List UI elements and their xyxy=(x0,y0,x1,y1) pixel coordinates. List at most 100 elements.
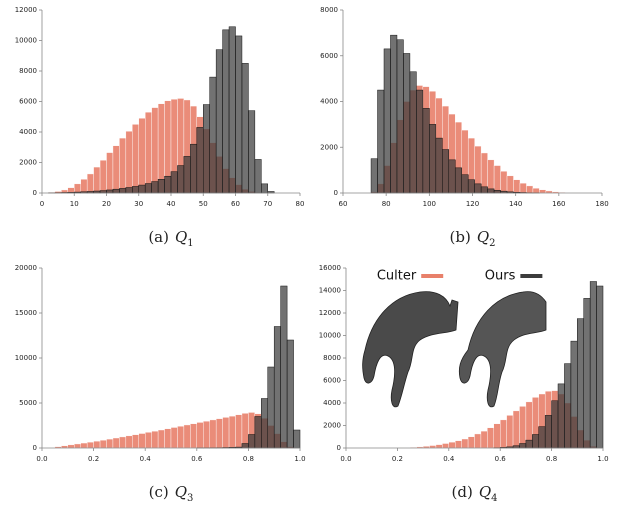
histogram-bar xyxy=(106,438,114,449)
histogram-bar xyxy=(493,423,501,449)
histogram-bar xyxy=(493,190,501,194)
histogram-bar xyxy=(422,108,430,194)
histogram-bar xyxy=(177,165,185,194)
histogram-bar xyxy=(74,443,81,449)
x-tick-label: 0 xyxy=(40,200,44,208)
histogram-bar xyxy=(409,71,417,194)
caption-label: (c) xyxy=(149,483,169,501)
y-tick-label: 6000 xyxy=(323,377,341,385)
histogram-bar xyxy=(519,443,527,449)
histogram-bar xyxy=(203,420,210,449)
histogram-bar xyxy=(138,433,146,449)
histogram-bar xyxy=(119,436,127,449)
y-tick-label: 10000 xyxy=(319,332,341,340)
histogram-bar xyxy=(125,187,133,194)
histogram-bar xyxy=(93,166,101,194)
histogram-bar xyxy=(144,432,152,449)
y-tick-label: 16000 xyxy=(319,264,341,272)
histogram-bar xyxy=(138,184,146,194)
x-tick-label: 140 xyxy=(509,200,522,208)
y-tick-label: 14000 xyxy=(319,287,341,295)
histogram-bar xyxy=(106,189,114,194)
histogram-bar xyxy=(74,183,81,194)
x-tick-label: 80 xyxy=(296,200,305,208)
x-tick-label: 160 xyxy=(552,200,565,208)
y-tick-label: 0 xyxy=(334,189,338,197)
histogram-bar xyxy=(248,434,256,449)
x-tick-label: 70 xyxy=(263,200,272,208)
histogram-bar xyxy=(138,118,146,194)
histogram-bar xyxy=(119,188,127,194)
histogram-bar xyxy=(442,149,450,194)
histogram-bar xyxy=(467,179,475,194)
histogram-bar xyxy=(396,39,404,194)
histogram-bar xyxy=(519,406,527,449)
histogram-bar xyxy=(157,429,165,449)
histogram-bar xyxy=(512,410,520,449)
y-tick-label: 12000 xyxy=(319,309,341,317)
histogram-bar xyxy=(99,439,107,449)
caption-variable: Q xyxy=(175,483,187,501)
histogram-bar xyxy=(151,181,159,194)
histogram-bar xyxy=(596,285,604,449)
histogram-bar xyxy=(235,414,243,449)
histogram-bar xyxy=(67,444,75,449)
x-tick-label: 50 xyxy=(199,200,208,208)
histogram-bar xyxy=(383,48,391,194)
histogram-bar xyxy=(480,186,488,194)
histogram-bar xyxy=(228,415,236,449)
histogram-bar xyxy=(112,145,120,194)
histogram-bar xyxy=(222,29,230,194)
histogram-bar xyxy=(589,281,597,449)
histogram-bar xyxy=(474,183,482,194)
y-tick-label: 0 xyxy=(337,444,341,452)
y-tick-label: 0 xyxy=(33,444,37,452)
y-tick-label: 10000 xyxy=(15,37,37,45)
x-tick-label: 30 xyxy=(134,200,143,208)
histogram-bar xyxy=(80,179,88,194)
histogram-bar xyxy=(487,188,495,194)
histogram-bar xyxy=(506,175,514,194)
x-tick-label: 0.6 xyxy=(495,455,507,463)
histogram-bar xyxy=(112,188,120,194)
histogram-bar xyxy=(254,416,262,449)
histogram-bar xyxy=(429,124,437,194)
histogram-bar xyxy=(112,437,120,449)
histogram-bar xyxy=(455,440,462,449)
x-tick-label: 1.0 xyxy=(597,455,608,463)
x-tick-label: 0.2 xyxy=(392,455,403,463)
histogram-bar xyxy=(164,175,172,194)
caption: (d) Q4 xyxy=(452,483,498,504)
histogram-bar xyxy=(500,171,508,194)
histogram-bar xyxy=(416,89,424,194)
histogram-bar xyxy=(500,419,507,449)
histogram-bar xyxy=(241,63,249,194)
histogram-bar xyxy=(454,167,462,194)
x-tick-label: 0.6 xyxy=(191,455,203,463)
histogram-bar xyxy=(190,423,198,449)
histogram-bar xyxy=(196,422,204,449)
mesh-ours xyxy=(458,291,547,408)
histogram-bar xyxy=(467,436,475,449)
x-tick-label: 10 xyxy=(70,200,79,208)
x-tick-label: 0.4 xyxy=(140,455,152,463)
histogram-bar xyxy=(132,186,140,194)
histogram-bar xyxy=(235,35,243,194)
histogram-bar xyxy=(370,158,378,194)
histogram-bar xyxy=(125,131,133,194)
histogram-bar xyxy=(286,339,294,449)
histogram-bar xyxy=(448,159,456,194)
histogram-bar xyxy=(254,159,262,194)
x-tick-label: 0.4 xyxy=(443,455,455,463)
y-tick-label: 10000 xyxy=(15,354,37,362)
histogram-bar xyxy=(267,366,275,449)
y-tick-label: 8000 xyxy=(323,354,341,362)
histogram-bar xyxy=(86,441,94,449)
y-tick-label: 2000 xyxy=(320,143,338,151)
caption-subscript: 3 xyxy=(187,493,193,504)
histogram-bar xyxy=(557,383,565,449)
histogram-bar xyxy=(177,426,185,449)
x-tick-label: 60 xyxy=(231,200,240,208)
histogram-bar xyxy=(228,26,236,194)
